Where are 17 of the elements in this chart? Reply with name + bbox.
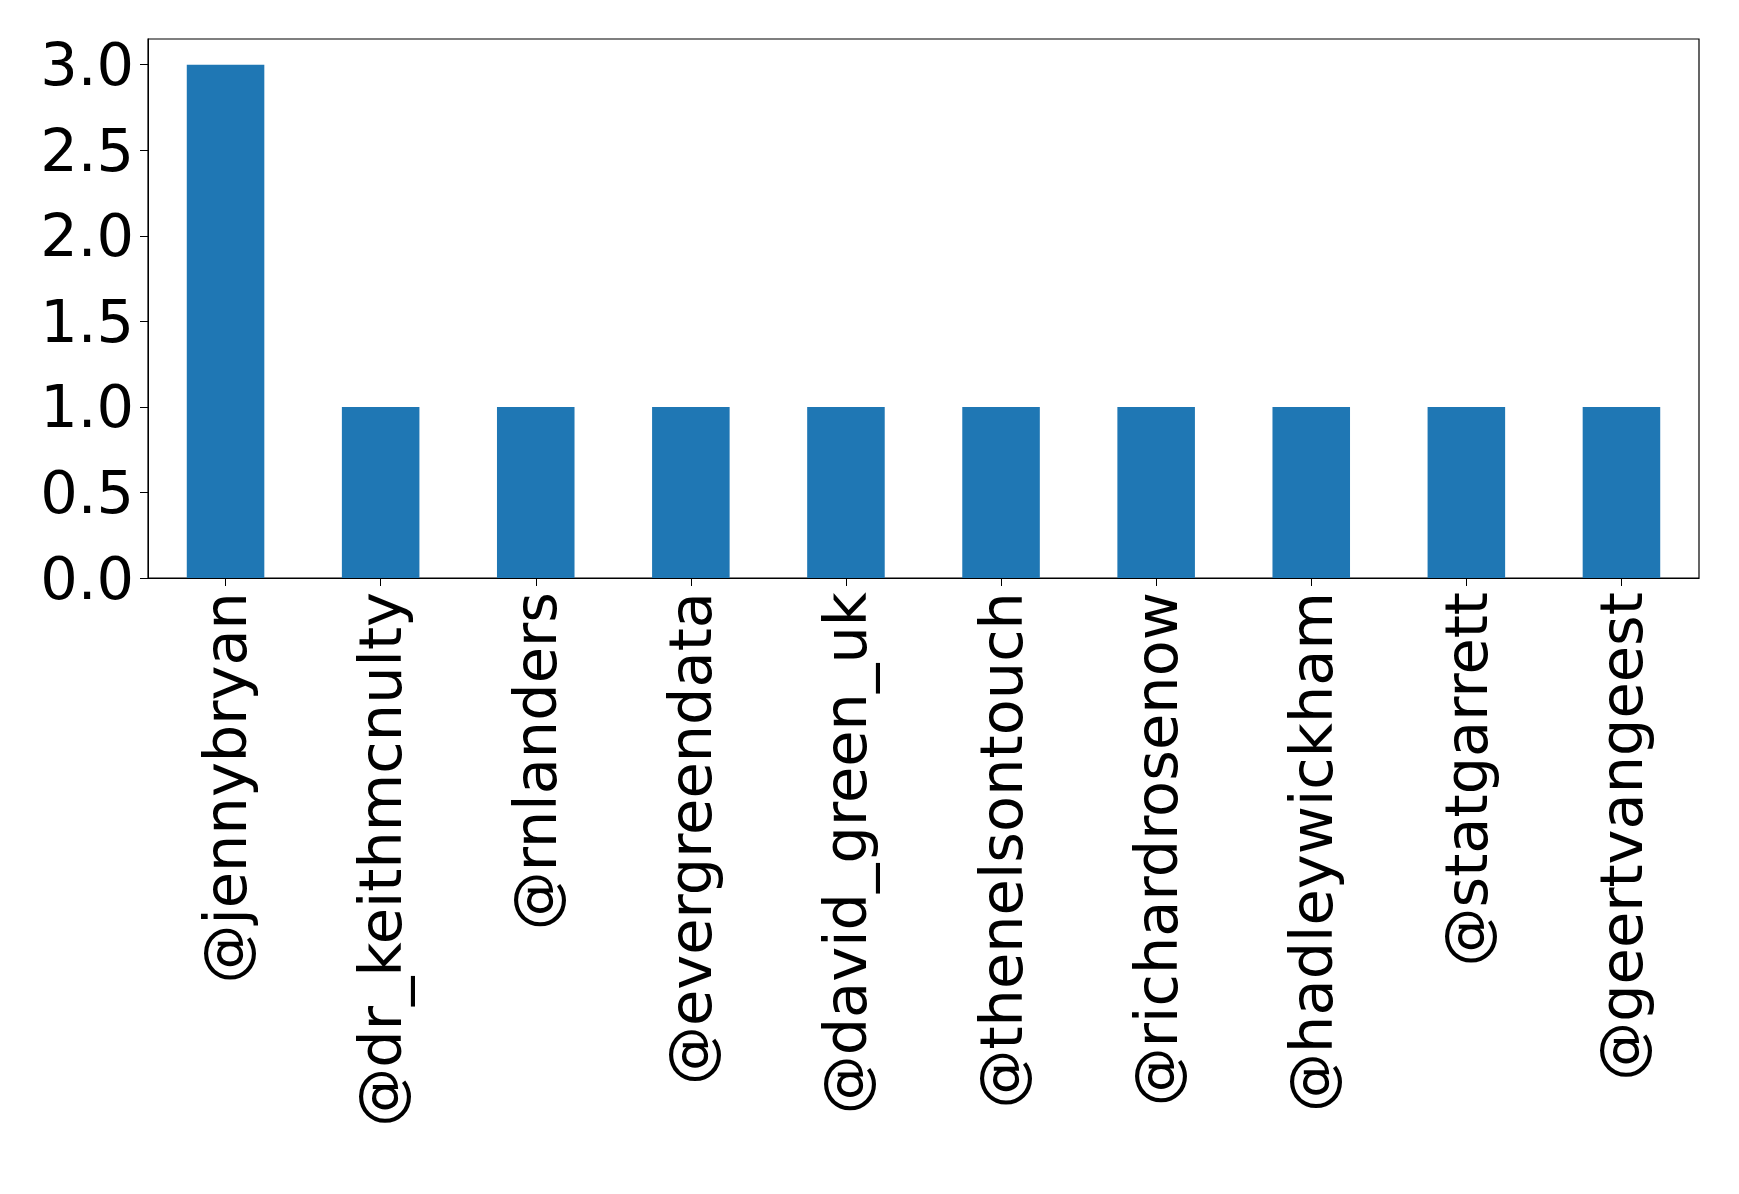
y-tick-label: 3.0 — [40, 30, 134, 100]
x-tick-label: @evergreendata — [656, 592, 726, 1086]
x-tick-label: @david_green_uk — [811, 592, 881, 1115]
y-tick-label: 1.5 — [40, 286, 134, 356]
x-tick-label: @rnlanders — [501, 592, 571, 931]
y-tick-label: 0.0 — [40, 543, 134, 613]
y-tick-label: 2.5 — [40, 115, 134, 185]
x-tick-label: @statgarrett — [1431, 592, 1501, 967]
y-tick-label: 2.0 — [40, 201, 134, 271]
x-tick-label: @thenelsontouch — [966, 592, 1036, 1109]
y-tick-label: 1.0 — [40, 372, 134, 442]
x-tick-label: @dr_keithmcnulty — [346, 592, 416, 1127]
x-tick-label: @geertvangeest — [1586, 592, 1656, 1081]
x-tick-label: @hadleywickham — [1276, 592, 1346, 1112]
x-tick-label: @jennybryan — [191, 592, 261, 984]
x-tick-label: @richardrosenow — [1121, 592, 1191, 1107]
y-tick-label: 0.5 — [40, 457, 134, 527]
